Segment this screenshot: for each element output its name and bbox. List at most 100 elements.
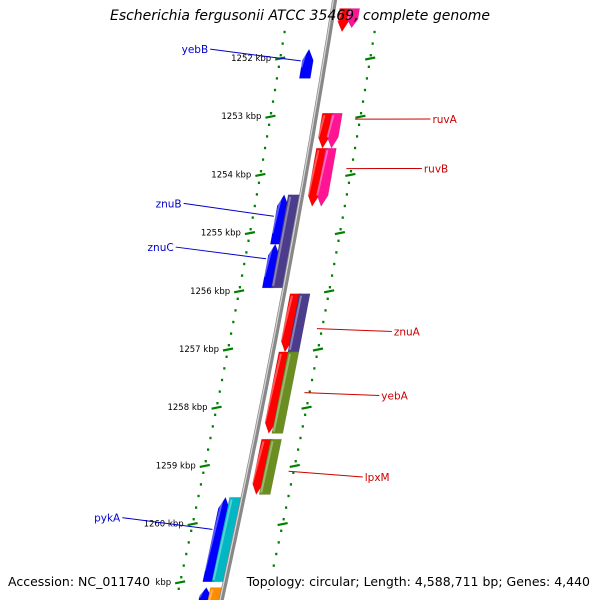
gene-shine (300, 50, 308, 68)
gene-label-pykA: pykA (94, 513, 121, 525)
genome-backbone (218, 0, 338, 600)
major-tick-right (301, 405, 312, 410)
major-tick-left (233, 289, 245, 294)
tick-label: 1260 kbp (144, 520, 184, 530)
ruler-dot-left (277, 65, 280, 68)
ruler-dot-right (373, 30, 376, 34)
ruler-dot-left (253, 204, 256, 208)
backbone-line (218, 0, 338, 600)
ruler-dot-left (177, 587, 180, 590)
ruler-dot-left (232, 320, 235, 324)
gene-shine (208, 589, 214, 600)
tick-label: 1256 kbp (190, 287, 230, 297)
major-tick-right (345, 172, 356, 177)
ruler-dot-left (255, 193, 258, 196)
major-tick-right (364, 56, 376, 61)
ruler-dot-right (306, 402, 309, 405)
ruler-ticks: 1252 kbp 1253 kbp 1254 kbp 1255 kbp 1256 kbp… (131, 30, 376, 590)
ruler-dot-right (299, 436, 302, 440)
ruler-dot-right (343, 204, 346, 208)
ruler-dot-right (319, 332, 323, 335)
major-tick-right (277, 522, 288, 527)
ruler-dot-right (308, 390, 311, 393)
ruler-dot-left (234, 309, 237, 312)
major-tick-left (244, 231, 256, 236)
gene-block-znuBC-purple (270, 194, 300, 289)
ruler-dot-right (333, 262, 336, 266)
major-tick-left (255, 172, 266, 177)
gene-shine (272, 353, 291, 432)
major-tick-right (355, 114, 366, 119)
ruler-dot-right (341, 216, 344, 219)
ruler-dot-right (351, 158, 355, 161)
ruler-dot-left (190, 529, 193, 532)
ruler-dot-right (272, 564, 275, 567)
ruler-dot-right (292, 471, 295, 474)
major-tick-right (289, 463, 300, 468)
ruler-dot-left (202, 471, 205, 474)
major-tick-left (187, 522, 198, 527)
ruler-dot-left (236, 297, 239, 300)
gene-shine (337, 10, 343, 22)
tick-label: 1255 kbp (201, 229, 241, 239)
ruler-dot-right (363, 88, 367, 92)
gene-shine (317, 115, 326, 138)
tick-label: 1259 kbp (156, 461, 196, 471)
ruler-dot-left (227, 344, 230, 347)
ruler-dot-left (209, 436, 212, 440)
ruler-dot-right (315, 355, 318, 358)
gene-label-znuA: znuA (394, 326, 421, 338)
gene-shine (251, 440, 265, 484)
gene-block-top-magenta (346, 8, 361, 29)
ruler-dot-right (353, 146, 357, 150)
ruler-dot-right (324, 309, 327, 312)
gene-shine (203, 499, 224, 572)
gene-shine (263, 353, 282, 423)
gene-labels: yebB ruvA ruvB znuB znuC znuA yebA lpxM pykA (94, 44, 458, 530)
ruler-dot-left (207, 448, 210, 451)
ruler-dot-right (371, 42, 374, 45)
gene-shine (272, 196, 292, 287)
gene-block-ruvB-b (316, 147, 337, 208)
ruler-dot-left (216, 402, 219, 405)
gene-block-yebA-b (271, 351, 300, 434)
tick-label: 1257 kbp (179, 345, 219, 355)
ruler-dot-left (281, 42, 284, 45)
ruler-dot-left (247, 239, 250, 242)
ruler-dot-right (345, 193, 348, 196)
ruler-dot-right (301, 425, 304, 428)
tick-label: 1254 kbp (211, 170, 251, 180)
ruler-dot-left (265, 135, 269, 138)
ruler-dot-right (277, 541, 280, 544)
major-tick-left (211, 405, 222, 410)
ruler-dot-right (335, 251, 338, 254)
gene-label-yebA: yebA (381, 390, 408, 402)
ruler-dot-right (285, 506, 288, 509)
gene-block-yebB (298, 48, 314, 79)
ruler-dot-left (263, 146, 267, 150)
leader-line-pykA (122, 517, 213, 530)
gene-block-pykA-b (211, 497, 241, 583)
tick-label: 1252 kbp (231, 54, 271, 64)
gene-label-yebB: yebB (182, 44, 209, 56)
gene-shine (346, 10, 352, 20)
leader-line-yebA (304, 392, 380, 396)
gene-shine (198, 589, 205, 598)
gene-shine (260, 440, 274, 493)
ruler-dot-left (240, 274, 244, 277)
leader-line-yebB (210, 48, 301, 62)
ruler-dot-left (192, 518, 195, 521)
gene-shine (263, 245, 274, 278)
ruler-dot-right (310, 378, 314, 382)
gene-shine (316, 149, 329, 196)
major-tick-right (312, 347, 324, 352)
accession-text: Accession: NC_011740 (6, 574, 153, 589)
ruler-dot-right (349, 170, 353, 173)
ruler-dot-right (357, 123, 361, 126)
ruler-dot-left (261, 158, 265, 161)
gene-shine (279, 295, 294, 342)
ruler-dot-right (355, 135, 359, 138)
ruler-dot-right (367, 65, 370, 68)
ruler-dot-right (275, 552, 278, 556)
ruler-dot-left (225, 355, 228, 358)
